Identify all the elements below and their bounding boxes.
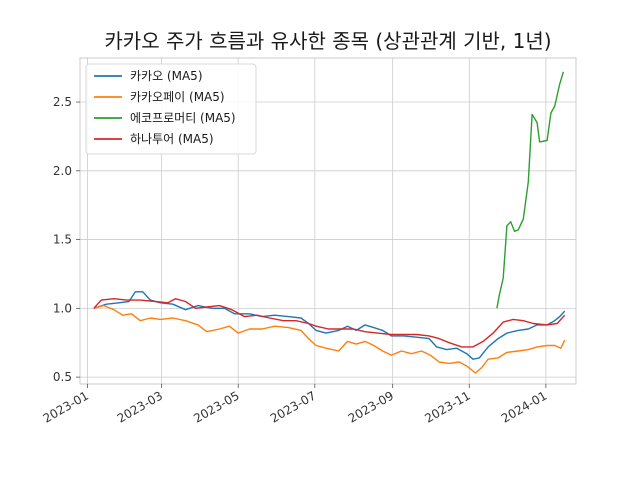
legend-box [85, 63, 257, 155]
legend-label-3: 에코프로머티 (MA5) [130, 111, 236, 125]
legend-items: 카카오 (MA5) 카카오페이 (MA5) 에코프로머티 (MA5) 하나투어 (MA… [94, 69, 236, 146]
x-axis-ticks: 2023-01 2023-03 2023-05 2023-07 2023-09 2023-… [41, 384, 549, 426]
series-line-2 [93, 304, 566, 374]
x-tick-label: 2023-01 [41, 388, 91, 425]
y-axis-ticks: 0.5 1.0 1.5 2.0 2.5 [53, 95, 80, 384]
series-line-4 [93, 298, 566, 348]
x-tick-label: 2023-07 [268, 388, 318, 425]
series-layer [93, 71, 566, 374]
y-tick-label: 0.5 [53, 370, 72, 384]
x-tick-label: 2023-03 [115, 388, 165, 425]
legend: 카카오 (MA5) 카카오페이 (MA5) 에코프로머티 (MA5) 하나투어 (MA… [85, 63, 257, 155]
x-tick-label: 2023-09 [346, 388, 396, 425]
plot-area-frame [79, 57, 577, 385]
x-tick-label: 2023-11 [422, 388, 472, 425]
legend-label-2: 카카오페이 (MA5) [130, 90, 225, 104]
y-tick-label: 1.0 [53, 301, 72, 315]
chart-title: 카카오 주가 흐름과 유사한 종목 (상관관계 기반, 1년) [104, 29, 551, 53]
series-line-3 [496, 71, 565, 309]
x-tick-label: 2024-01 [499, 388, 549, 425]
y-tick-label: 2.5 [53, 95, 72, 109]
y-tick-label: 1.5 [53, 233, 72, 247]
x-tick-label: 2023-05 [191, 388, 241, 425]
legend-label-1: 카카오 (MA5) [130, 69, 203, 83]
y-tick-label: 2.0 [53, 164, 72, 178]
legend-label-4: 하나투어 (MA5) [130, 132, 214, 146]
